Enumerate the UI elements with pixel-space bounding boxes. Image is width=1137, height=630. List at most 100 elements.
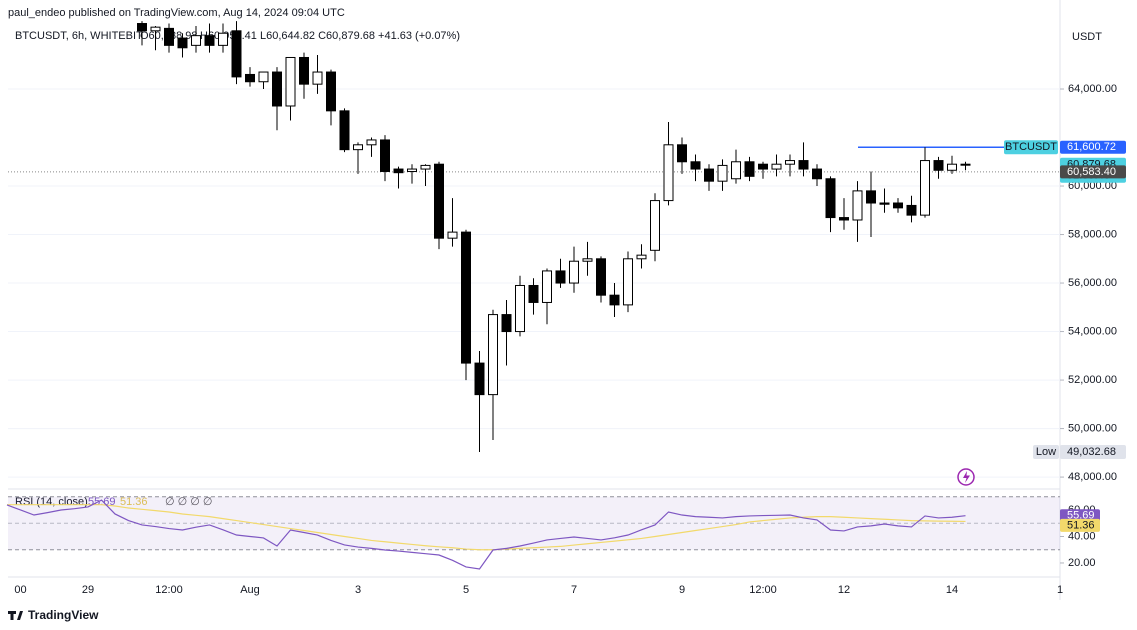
indicator-line (7, 504, 966, 551)
y-tick-label: 50,000.00 (1068, 422, 1117, 434)
candle-body (326, 71, 336, 112)
candle-body (771, 163, 782, 170)
candle-body (285, 56, 296, 107)
low-box (1060, 445, 1126, 460)
x-tick-label: 5 (463, 584, 469, 596)
low-name-box (1033, 445, 1059, 460)
candle-body (528, 284, 539, 303)
candle-body (150, 26, 161, 32)
y-tick-label: 54,000.00 (1068, 325, 1117, 337)
candle-body (839, 217, 849, 221)
x-tick-label: 00 (14, 584, 26, 596)
candle-body (920, 160, 930, 216)
rsi-value-label: 55.69 (1067, 510, 1095, 522)
x-tick-label: 14 (946, 584, 958, 596)
x-tick-label: 12 (838, 584, 850, 596)
candle-body (191, 35, 201, 46)
rsi-value-box (1060, 518, 1100, 532)
candle-body (542, 270, 552, 303)
x-tick-label: 7 (571, 584, 577, 596)
candle-body (663, 144, 674, 202)
logo: TradingView (8, 608, 99, 622)
candle-body (299, 56, 309, 85)
candle-body (501, 314, 512, 333)
candle-body (204, 35, 215, 46)
hline-name-box (1004, 140, 1058, 155)
candle-body (879, 202, 890, 205)
candle-body (893, 202, 903, 209)
candle-body (582, 258, 593, 262)
candle-body (623, 258, 633, 306)
candle-body (231, 30, 242, 78)
candle-body (596, 258, 606, 296)
candle-body (569, 260, 579, 284)
x-tick-label: 1 (1057, 584, 1063, 596)
candle-body (393, 168, 404, 174)
prev-close-label: 60,583.40 (1067, 166, 1116, 178)
candle-body (177, 37, 188, 49)
candle-body (407, 168, 417, 172)
candle-body (825, 178, 836, 219)
candle-body (866, 190, 876, 204)
indicator-line (6, 499, 966, 570)
y-tick-label: 56,000.00 (1068, 277, 1117, 289)
indicator-symbols: ∅ ∅ ∅ ∅ (165, 496, 213, 508)
candle-body (555, 270, 566, 284)
candle-body (947, 163, 957, 171)
low-name: Low (1036, 446, 1056, 458)
candle-body (690, 161, 701, 170)
candle-body (785, 160, 795, 165)
candle-body (258, 71, 269, 83)
x-tick-label: 12:00 (155, 584, 183, 596)
candle-body (717, 164, 728, 182)
candle-body (380, 139, 390, 172)
candle-body (798, 160, 809, 170)
y-tick-label: 52,000.00 (1068, 374, 1117, 386)
attribution: paul_endeo published on TradingView.com,… (8, 7, 345, 19)
alert-icon[interactable] (957, 468, 975, 486)
candle-body (353, 144, 363, 151)
candle-body (420, 164, 431, 170)
y-tick-label: 64,000.00 (1068, 83, 1117, 95)
candle-body (906, 204, 917, 216)
candle-body (245, 73, 255, 83)
x-tick-label: 9 (679, 584, 685, 596)
y-tick-label: 48,000.00 (1068, 471, 1117, 483)
ohlc-rest: L60,644.82 C60,879.68 +41.63 (+0.07%) (260, 30, 460, 42)
candle-body (164, 27, 174, 46)
candle-body (447, 231, 458, 239)
rsi-ma-value: 51.36 (120, 496, 148, 508)
candle-body (812, 168, 822, 180)
x-tick-label: 12:00 (749, 584, 777, 596)
candle-body (650, 200, 660, 251)
y-tick-label: 58,000.00 (1068, 228, 1117, 240)
rsi-y-tick-label: 40.00 (1068, 530, 1096, 542)
y-tick-label: 60,000.00 (1068, 180, 1117, 192)
candle-body (137, 23, 147, 32)
price-unit: USDT (1072, 31, 1102, 43)
hline-label: 61,600.72 (1067, 141, 1116, 153)
rsi-value-label: 51.36 (1067, 519, 1095, 531)
x-tick-label: Aug (240, 584, 260, 596)
candle-body (272, 71, 282, 107)
low-label: 49,032.68 (1067, 446, 1116, 458)
candle-body (609, 294, 620, 306)
hline-box (1060, 140, 1126, 154)
x-tick-label: 29 (82, 584, 94, 596)
candle-body (474, 362, 485, 396)
alert-icon-bolt (963, 471, 970, 483)
candle-body (339, 110, 350, 151)
candle-body (744, 161, 755, 177)
candle-body (933, 160, 944, 171)
candle-body (677, 144, 687, 163)
candle-body (218, 32, 228, 46)
hline-name: BTCUSDT (1005, 141, 1057, 153)
candle-body (636, 254, 647, 260)
candle-body (960, 163, 971, 166)
candle-body (366, 139, 377, 146)
prev-close-box (1060, 165, 1126, 179)
branding: TradingView (28, 608, 99, 622)
rsi-y-tick-label: 20.00 (1068, 557, 1096, 569)
